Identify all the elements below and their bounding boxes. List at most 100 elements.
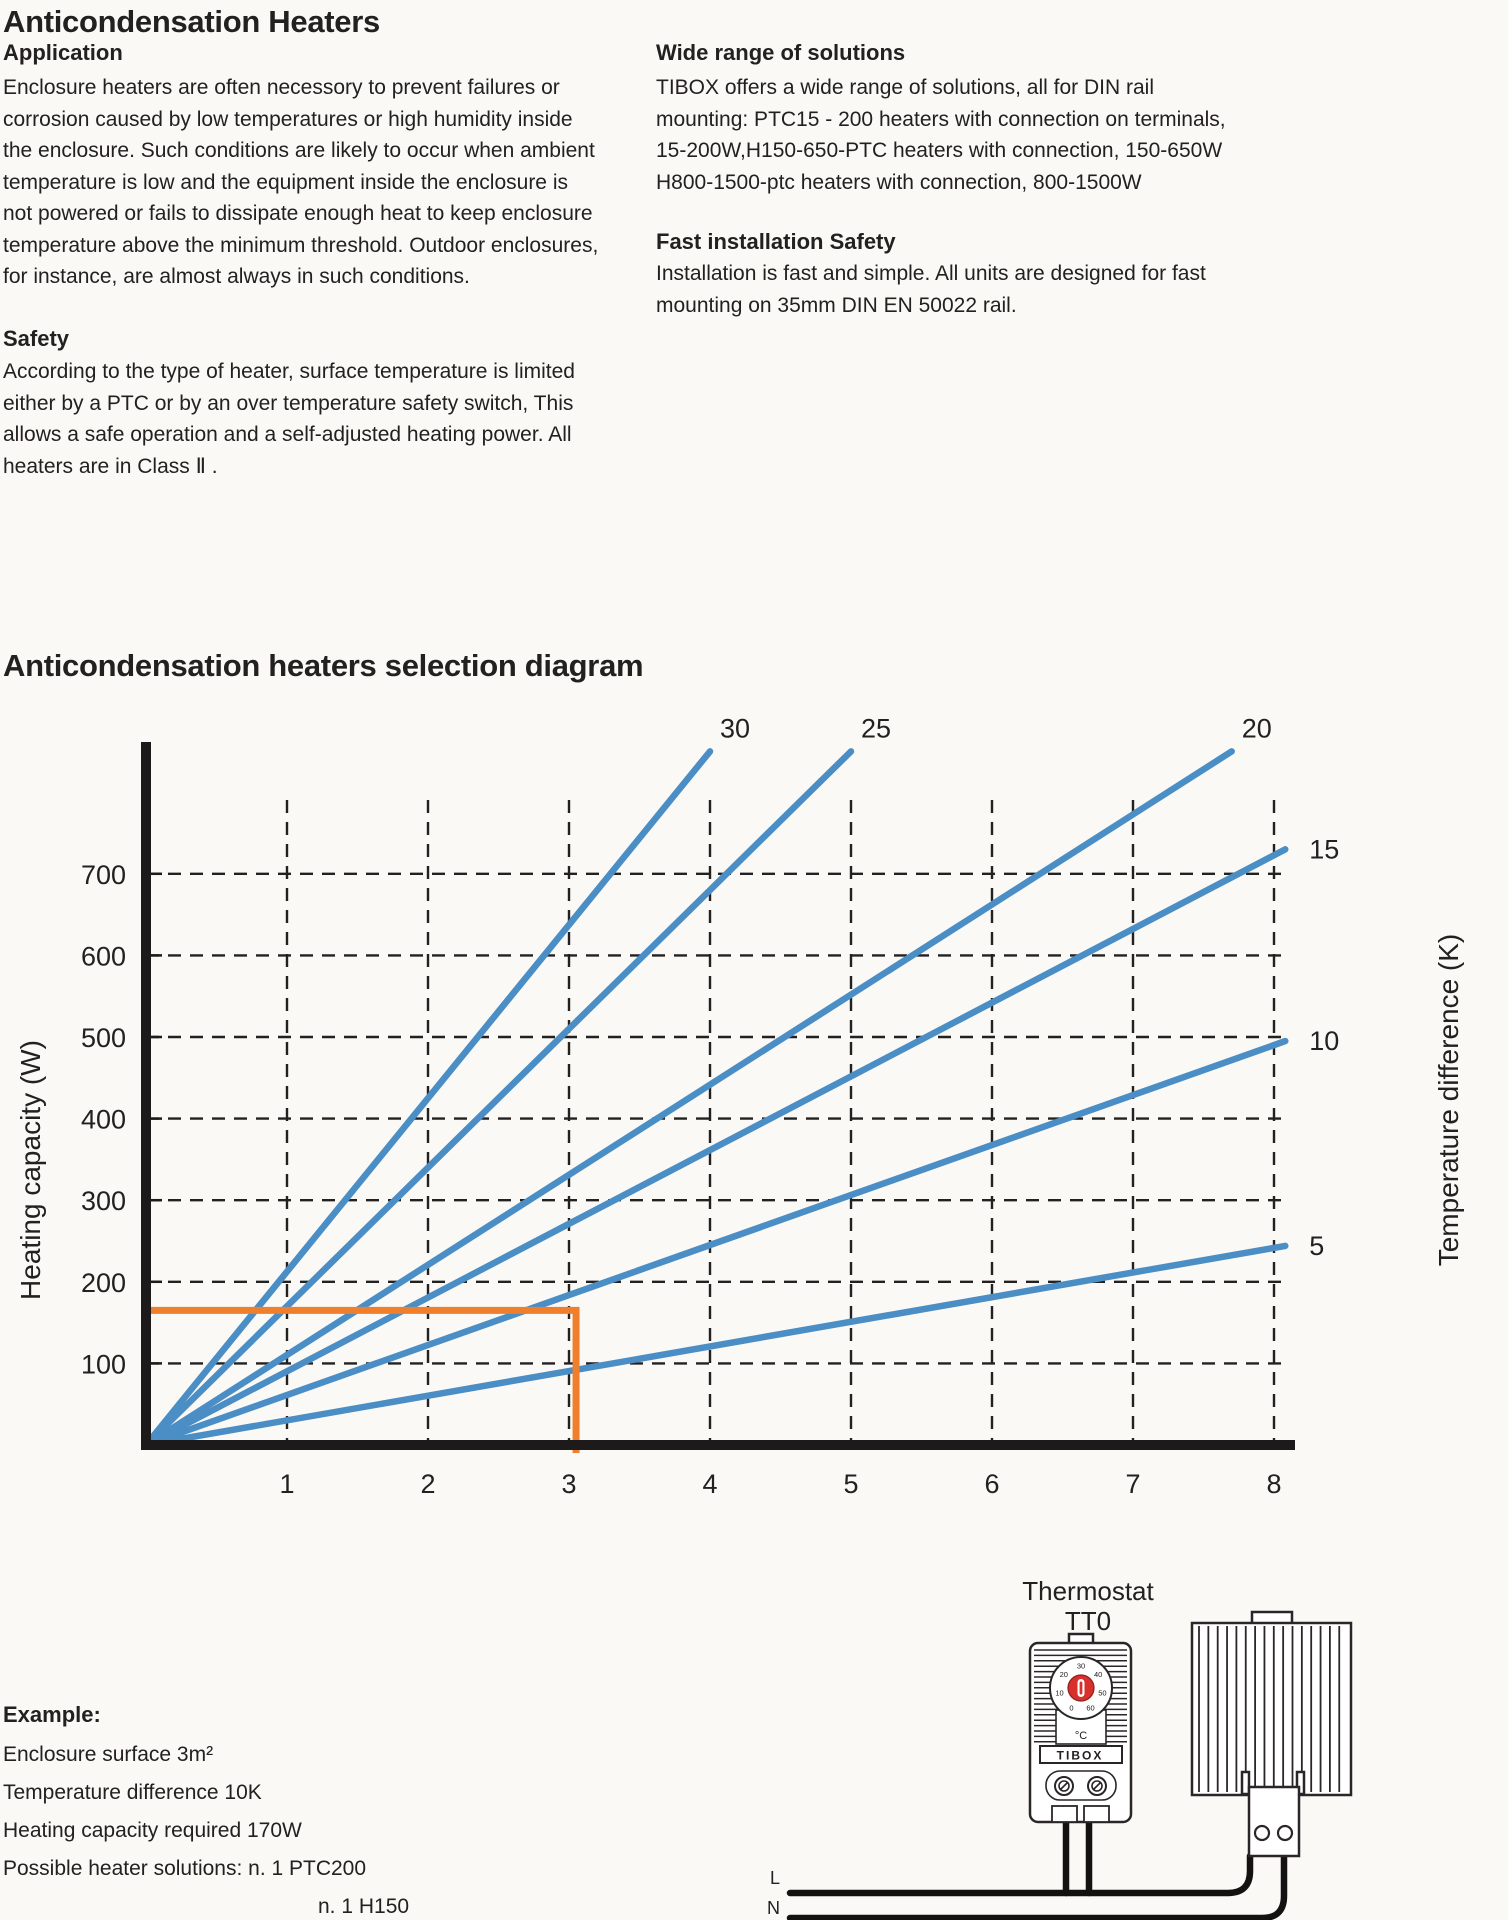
example-last-line: n. 1 H150 xyxy=(318,1895,410,1918)
series-label: 30 xyxy=(720,713,750,743)
terminal-oval xyxy=(1045,1770,1117,1801)
dial-number: 20 xyxy=(1060,1670,1068,1679)
application-heading: Application xyxy=(3,40,123,65)
text-line: temperature above the minimum threshold.… xyxy=(3,233,599,257)
text-line: 15-200W,H150-650-PTC heaters with connec… xyxy=(656,139,1223,162)
thermostat-caption-line2: TT0 xyxy=(1065,1606,1111,1636)
wide-range-paragraph: TIBOX offers a wide range of solutions, … xyxy=(656,72,1226,198)
text-line: Installation is fast and simple. All uni… xyxy=(656,262,1206,285)
text-line: Heating capacity required 170W xyxy=(3,1819,302,1842)
fast-install-heading: Fast installation Safety xyxy=(656,229,896,254)
application-paragraph: Enclosure heaters are often necessory to… xyxy=(3,72,598,293)
series-line-15 xyxy=(142,846,1289,1449)
text-line: temperature is low and the equipment ins… xyxy=(3,170,568,194)
text-line: mounting: PTC15 - 200 heaters with conne… xyxy=(656,107,1226,131)
text-line: corrosion caused by low temperatures or … xyxy=(3,107,573,131)
y-axis-title-right: Temperature difference (K) xyxy=(1433,934,1464,1267)
selection-diagram-chart: 100 200 300 400 500 600 700 1 2 3 4 5 6 7 8 30 25 20 15 10 5… xyxy=(15,713,1464,1499)
text-line: Possible heater solutions: n. 1 PTC200 xyxy=(3,1857,367,1880)
text-line: the enclosure. Such conditions are likel… xyxy=(3,139,595,162)
y-axis-title-left: Heating capacity (W) xyxy=(15,1040,46,1300)
dial-number: 10 xyxy=(1055,1689,1063,1698)
dial-number: 60 xyxy=(1086,1703,1094,1712)
dial-number: 40 xyxy=(1094,1670,1102,1679)
safety-heading: Safety xyxy=(3,326,70,351)
terminal-screw-right xyxy=(1087,1776,1107,1796)
heater-slot-right xyxy=(1295,1770,1306,1796)
y-tick-label: 700 xyxy=(81,860,126,890)
heater-bracket xyxy=(1247,1785,1301,1858)
thermostat-bottom-tab-left xyxy=(1051,1805,1078,1823)
terminal-screw-right-slot xyxy=(1092,1781,1102,1791)
text-line: not powered or fails to dissipate enough… xyxy=(3,202,593,225)
wire-label-n: N xyxy=(767,1898,780,1918)
y-tick-label: 500 xyxy=(81,1023,126,1053)
wire-live xyxy=(786,1852,1254,1897)
series-label: 15 xyxy=(1309,834,1339,864)
y-tick-label: 600 xyxy=(81,941,126,971)
text-line: According to the type of heater, surface… xyxy=(3,360,575,383)
text-line: allows a safe operation and a self-adjus… xyxy=(3,423,572,446)
thermostat-illustration: °C 0 10 20 30 40 50 60 TIBOX xyxy=(1028,1632,1133,1824)
terminal-screw-right-inner xyxy=(1091,1780,1103,1792)
heater-slot-left xyxy=(1240,1770,1251,1796)
y-tick-label: 100 xyxy=(81,1349,126,1379)
text-line: Enclosure surface 3m² xyxy=(3,1743,214,1766)
y-tick-label: 200 xyxy=(81,1268,126,1298)
terminal-screw-left-slot xyxy=(1059,1781,1069,1791)
text-line: TIBOX offers a wide range of solutions, … xyxy=(656,76,1154,99)
page-title: Anticondensation Heaters xyxy=(3,4,380,39)
x-tick-label: 1 xyxy=(279,1469,294,1499)
terminal-screw-left-inner xyxy=(1058,1780,1070,1792)
x-tick-label: 6 xyxy=(984,1469,999,1499)
series-line-5 xyxy=(142,1242,1289,1449)
wire-label-l: L xyxy=(770,1868,780,1888)
heater-screw-hole-right xyxy=(1276,1824,1294,1842)
fast-install-paragraph: Installation is fast and simple. All uni… xyxy=(656,258,1206,321)
y-tick-label: 300 xyxy=(81,1186,126,1216)
wide-range-heading: Wide range of solutions xyxy=(656,40,906,65)
series-label: 10 xyxy=(1309,1026,1339,1056)
safety-paragraph: According to the type of heater, surface… xyxy=(3,356,575,482)
x-tick-label: 5 xyxy=(843,1469,858,1499)
x-tick-label: 3 xyxy=(561,1469,576,1499)
heater-screw-hole-left xyxy=(1253,1824,1271,1842)
series-line-30 xyxy=(142,748,714,1449)
series-line-25 xyxy=(142,748,855,1449)
brand-label: TIBOX xyxy=(1057,1749,1104,1763)
dial-unit-label: °C xyxy=(1075,1730,1087,1742)
text-line: for instance, are almost always in such … xyxy=(3,265,470,288)
dial-scale-numbers: 0 10 20 30 40 50 60 xyxy=(1055,1662,1106,1713)
heater-illustration xyxy=(1190,1610,1353,1858)
terminal-screw-left xyxy=(1054,1776,1074,1796)
text-line: Enclosure heaters are often necessory to… xyxy=(3,76,560,99)
text-line: H800-1500-ptc heaters with connection, 8… xyxy=(656,170,1142,194)
thermostat-caption-line1: Thermostat xyxy=(1022,1576,1154,1606)
dial-number: 50 xyxy=(1098,1688,1106,1697)
dial-number: 0 xyxy=(1069,1703,1073,1712)
example-paragraph: Enclosure surface 3m² Temperature differ… xyxy=(3,1736,366,1888)
series-label: 20 xyxy=(1242,713,1272,743)
series-line-20 xyxy=(142,748,1235,1449)
y-tick-label: 400 xyxy=(81,1105,126,1135)
series-label: 5 xyxy=(1309,1231,1324,1261)
series-label: 25 xyxy=(861,713,891,743)
example-annotation-line xyxy=(141,1306,580,1453)
text-line: mounting on 35mm DIN EN 50022 rail. xyxy=(656,293,1017,317)
dial-knob-slot-inner xyxy=(1079,1681,1083,1695)
heater-body xyxy=(1190,1621,1353,1797)
x-tick-label: 8 xyxy=(1266,1469,1281,1499)
diagram-title: Anticondensation heaters selection diagr… xyxy=(3,648,644,683)
text-line: heaters are in Class Ⅱ . xyxy=(3,454,218,478)
x-tick-label: 7 xyxy=(1125,1469,1140,1499)
wire-neutral xyxy=(786,1852,1288,1920)
text-line: either by a PTC or by an over temperatur… xyxy=(3,391,574,415)
series-line-10 xyxy=(142,1037,1289,1449)
thermostat-heater-illustration: L N °C 0 10 20 30 40 50 60 TIBOX xyxy=(767,1576,1353,1920)
thermostat-bottom-tab-right xyxy=(1083,1805,1110,1823)
example-heading: Example: xyxy=(3,1702,101,1727)
dial-number: 30 xyxy=(1077,1662,1085,1671)
brand-plate xyxy=(1039,1745,1123,1764)
x-tick-label: 2 xyxy=(420,1469,435,1499)
